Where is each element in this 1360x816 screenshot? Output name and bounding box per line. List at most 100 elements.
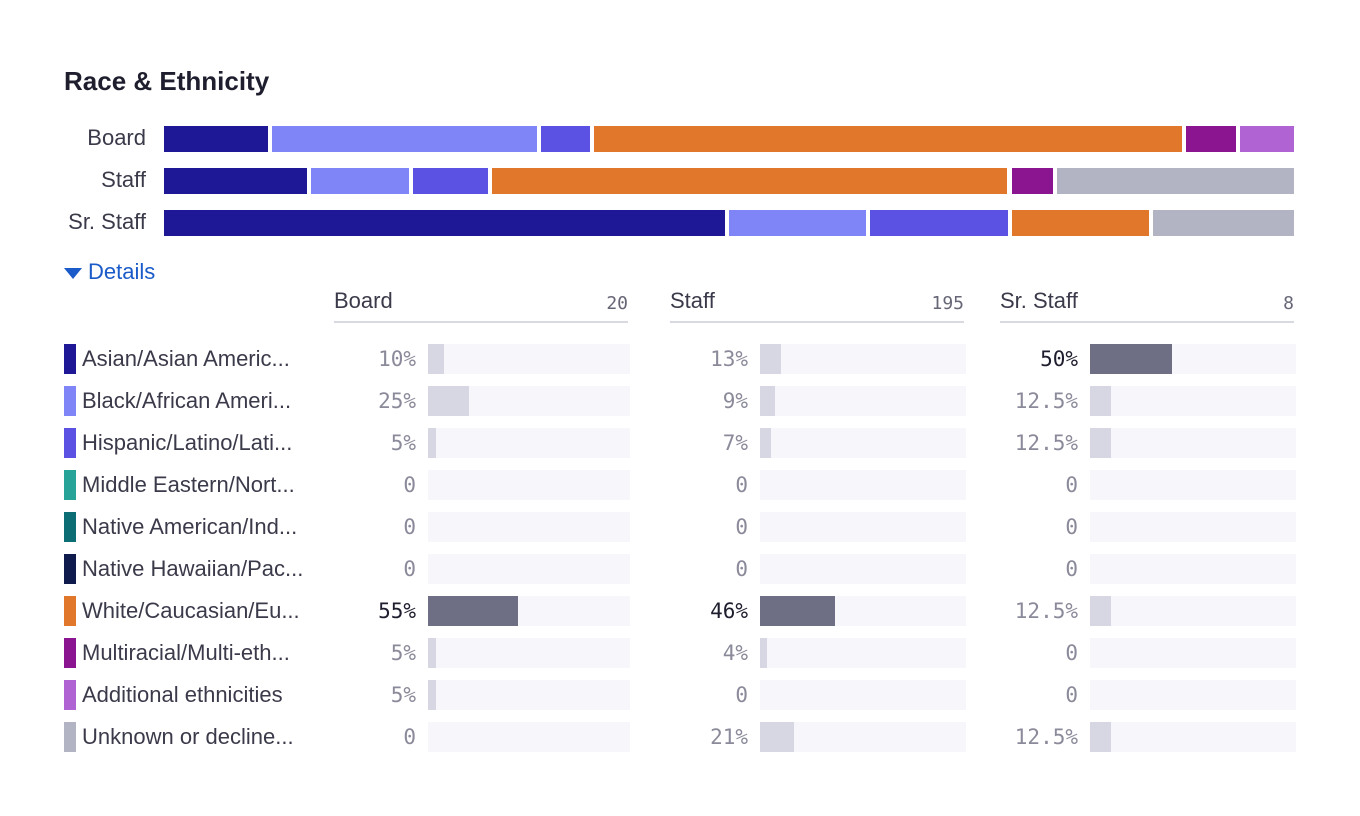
value-label-staff-9: 21% bbox=[710, 725, 748, 749]
bar-track-board-7 bbox=[428, 638, 630, 668]
column-header-staff: Staff 195 bbox=[670, 288, 964, 323]
bar-fill-board-6 bbox=[428, 596, 519, 626]
bar-track-sr-staff-6 bbox=[1090, 596, 1296, 626]
bar-fill-sr-staff-2 bbox=[1090, 428, 1111, 458]
value-label-sr-staff-5: 0 bbox=[1065, 557, 1078, 581]
value-label-staff-5: 0 bbox=[735, 557, 748, 581]
legend-swatch bbox=[64, 386, 76, 416]
bar-track-sr-staff-3 bbox=[1090, 470, 1296, 500]
column-name: Board bbox=[334, 288, 393, 313]
bar-track-board-5 bbox=[428, 554, 630, 584]
stack-label-staff: Staff bbox=[101, 167, 146, 192]
value-label-board-8: 5% bbox=[390, 683, 416, 707]
stack-segment-staff-7[interactable] bbox=[1011, 168, 1053, 194]
stack-segment-staff-0[interactable] bbox=[164, 168, 307, 194]
bar-fill-sr-staff-0 bbox=[1090, 344, 1172, 374]
bar-track-staff-2 bbox=[760, 428, 966, 458]
legend-item-6: White/Caucasian/Eu... bbox=[64, 596, 300, 626]
legend-swatch bbox=[64, 428, 76, 458]
stack-row-staff bbox=[164, 168, 1294, 194]
bar-fill-staff-9 bbox=[760, 722, 795, 752]
bar-fill-staff-7 bbox=[760, 638, 767, 668]
stack-segment-sr-staff-0[interactable] bbox=[164, 210, 725, 236]
legend-item-5: Native Hawaiian/Pac... bbox=[64, 554, 303, 584]
bar-track-sr-staff-1 bbox=[1090, 386, 1296, 416]
bar-track-staff-6 bbox=[760, 596, 966, 626]
stack-segment-staff-6[interactable] bbox=[491, 168, 1008, 194]
value-label-staff-7: 4% bbox=[722, 641, 748, 665]
value-label-sr-staff-0: 50% bbox=[1040, 347, 1078, 371]
stack-segment-board-8[interactable] bbox=[1240, 126, 1294, 152]
stack-segment-board-6[interactable] bbox=[594, 126, 1183, 152]
legend-swatch bbox=[64, 554, 76, 584]
bar-track-board-6 bbox=[428, 596, 630, 626]
value-label-sr-staff-6: 12.5% bbox=[1014, 599, 1078, 623]
legend-label: Asian/Asian Americ... bbox=[82, 346, 290, 371]
legend-label: Native American/Ind... bbox=[82, 514, 298, 539]
stack-segment-sr-staff-9[interactable] bbox=[1152, 210, 1294, 236]
stack-segment-staff-1[interactable] bbox=[310, 168, 409, 194]
legend-label: Multiracial/Multi-eth... bbox=[82, 640, 290, 665]
bar-track-staff-4 bbox=[760, 512, 966, 542]
column-name: Sr. Staff bbox=[1000, 288, 1078, 313]
bar-track-sr-staff-5 bbox=[1090, 554, 1296, 584]
legend-label: Additional ethnicities bbox=[82, 682, 283, 707]
bar-track-board-2 bbox=[428, 428, 630, 458]
stack-segment-board-1[interactable] bbox=[271, 126, 537, 152]
bar-fill-staff-2 bbox=[760, 428, 772, 458]
legend-label: Middle Eastern/Nort... bbox=[82, 472, 295, 497]
bar-fill-board-2 bbox=[428, 428, 437, 458]
value-label-board-4: 0 bbox=[403, 515, 416, 539]
value-label-sr-staff-7: 0 bbox=[1065, 641, 1078, 665]
stack-segment-sr-staff-1[interactable] bbox=[729, 210, 867, 236]
value-label-board-0: 10% bbox=[378, 347, 416, 371]
stack-segment-staff-2[interactable] bbox=[412, 168, 488, 194]
value-label-board-5: 0 bbox=[403, 557, 416, 581]
column-total: 8 bbox=[1283, 293, 1294, 314]
bar-fill-board-8 bbox=[428, 680, 437, 710]
bar-fill-sr-staff-1 bbox=[1090, 386, 1111, 416]
legend-item-4: Native American/Ind... bbox=[64, 512, 297, 542]
value-label-sr-staff-8: 0 bbox=[1065, 683, 1078, 707]
legend-item-1: Black/African Ameri... bbox=[64, 386, 291, 416]
legend-swatch bbox=[64, 344, 76, 374]
legend-label: Black/African Ameri... bbox=[82, 388, 292, 413]
bar-fill-staff-1 bbox=[760, 386, 775, 416]
bar-track-board-8 bbox=[428, 680, 630, 710]
value-label-staff-8: 0 bbox=[735, 683, 748, 707]
bar-fill-board-1 bbox=[428, 386, 469, 416]
column-header-board: Board 20 bbox=[334, 288, 628, 323]
legend-swatch bbox=[64, 512, 76, 542]
column-total: 20 bbox=[606, 293, 628, 314]
value-label-staff-3: 0 bbox=[735, 473, 748, 497]
stack-segment-board-0[interactable] bbox=[164, 126, 268, 152]
bar-track-staff-7 bbox=[760, 638, 966, 668]
bar-track-board-3 bbox=[428, 470, 630, 500]
column-total: 195 bbox=[931, 293, 964, 314]
bar-track-sr-staff-2 bbox=[1090, 428, 1296, 458]
stack-segment-sr-staff-6[interactable] bbox=[1011, 210, 1149, 236]
legend-label: Unknown or decline... bbox=[82, 724, 294, 749]
value-label-staff-4: 0 bbox=[735, 515, 748, 539]
legend-label: Native Hawaiian/Pac... bbox=[82, 556, 304, 581]
value-label-board-3: 0 bbox=[403, 473, 416, 497]
legend-item-7: Multiracial/Multi-eth... bbox=[64, 638, 290, 668]
details-toggle[interactable]: Details bbox=[64, 259, 155, 285]
stack-segment-staff-9[interactable] bbox=[1056, 168, 1294, 194]
value-label-staff-6: 46% bbox=[710, 599, 748, 623]
stack-segment-sr-staff-2[interactable] bbox=[870, 210, 1008, 236]
stack-segment-board-7[interactable] bbox=[1186, 126, 1237, 152]
value-label-board-9: 0 bbox=[403, 725, 416, 749]
stack-segment-board-2[interactable] bbox=[540, 126, 591, 152]
bar-track-staff-8 bbox=[760, 680, 966, 710]
bar-track-staff-3 bbox=[760, 470, 966, 500]
stack-row-board bbox=[164, 126, 1294, 152]
column-header-sr-staff: Sr. Staff 8 bbox=[1000, 288, 1294, 323]
legend-label: Hispanic/Latino/Lati... bbox=[82, 430, 293, 455]
bar-track-board-1 bbox=[428, 386, 630, 416]
bar-track-staff-0 bbox=[760, 344, 966, 374]
value-label-sr-staff-2: 12.5% bbox=[1014, 431, 1078, 455]
legend-item-8: Additional ethnicities bbox=[64, 680, 283, 710]
bar-fill-board-0 bbox=[428, 344, 445, 374]
stack-row-sr-staff bbox=[164, 210, 1294, 236]
